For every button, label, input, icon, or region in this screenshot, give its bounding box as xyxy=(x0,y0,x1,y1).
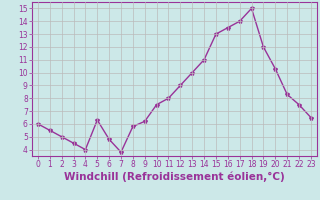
X-axis label: Windchill (Refroidissement éolien,°C): Windchill (Refroidissement éolien,°C) xyxy=(64,172,285,182)
